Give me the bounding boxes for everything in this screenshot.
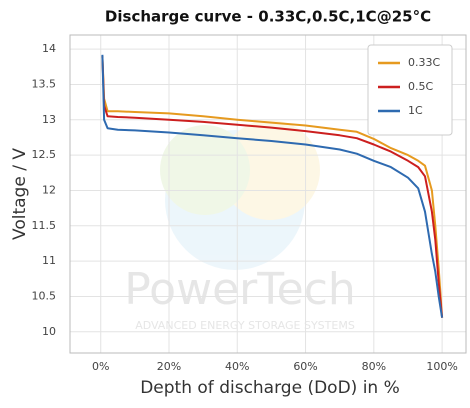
watermark-text: PowerTech <box>124 264 356 315</box>
y-tick-label: 10.5 <box>32 289 57 302</box>
x-tick-label: 100% <box>426 360 457 373</box>
y-tick-label: 11.5 <box>32 219 57 232</box>
x-tick-label: 80% <box>362 360 386 373</box>
x-tick-label: 60% <box>293 360 317 373</box>
chart-title: Discharge curve - 0.33C,0.5C,1C@25°C <box>105 8 431 26</box>
legend-label: 0.5C <box>408 80 433 93</box>
legend-label: 0.33C <box>408 56 440 69</box>
x-tick-label: 40% <box>225 360 249 373</box>
watermark-subtext: ADVANCED ENERGY STORAGE SYSTEMS <box>135 319 355 332</box>
y-axis-label: Voltage / V <box>10 148 30 240</box>
y-tick-label: 12 <box>42 183 56 196</box>
plot-frame <box>69 34 467 354</box>
y-tick-label: 10 <box>42 325 56 338</box>
y-tick-label: 12.5 <box>32 148 57 161</box>
legend-label: 1C <box>408 104 423 117</box>
y-tick-label: 11 <box>42 254 56 267</box>
y-tick-label: 13 <box>42 113 56 126</box>
x-axis-label: Depth of discharge (DoD) in % <box>140 378 400 398</box>
legend-box <box>367 44 453 136</box>
series-line <box>101 54 444 318</box>
x-tick-label: 0% <box>92 360 109 373</box>
y-tick-label: 14 <box>42 42 56 55</box>
logo-watermark <box>160 120 320 270</box>
series-line <box>101 56 444 318</box>
series-line <box>101 56 444 318</box>
y-tick-label: 13.5 <box>32 77 57 90</box>
x-tick-label: 20% <box>157 360 181 373</box>
